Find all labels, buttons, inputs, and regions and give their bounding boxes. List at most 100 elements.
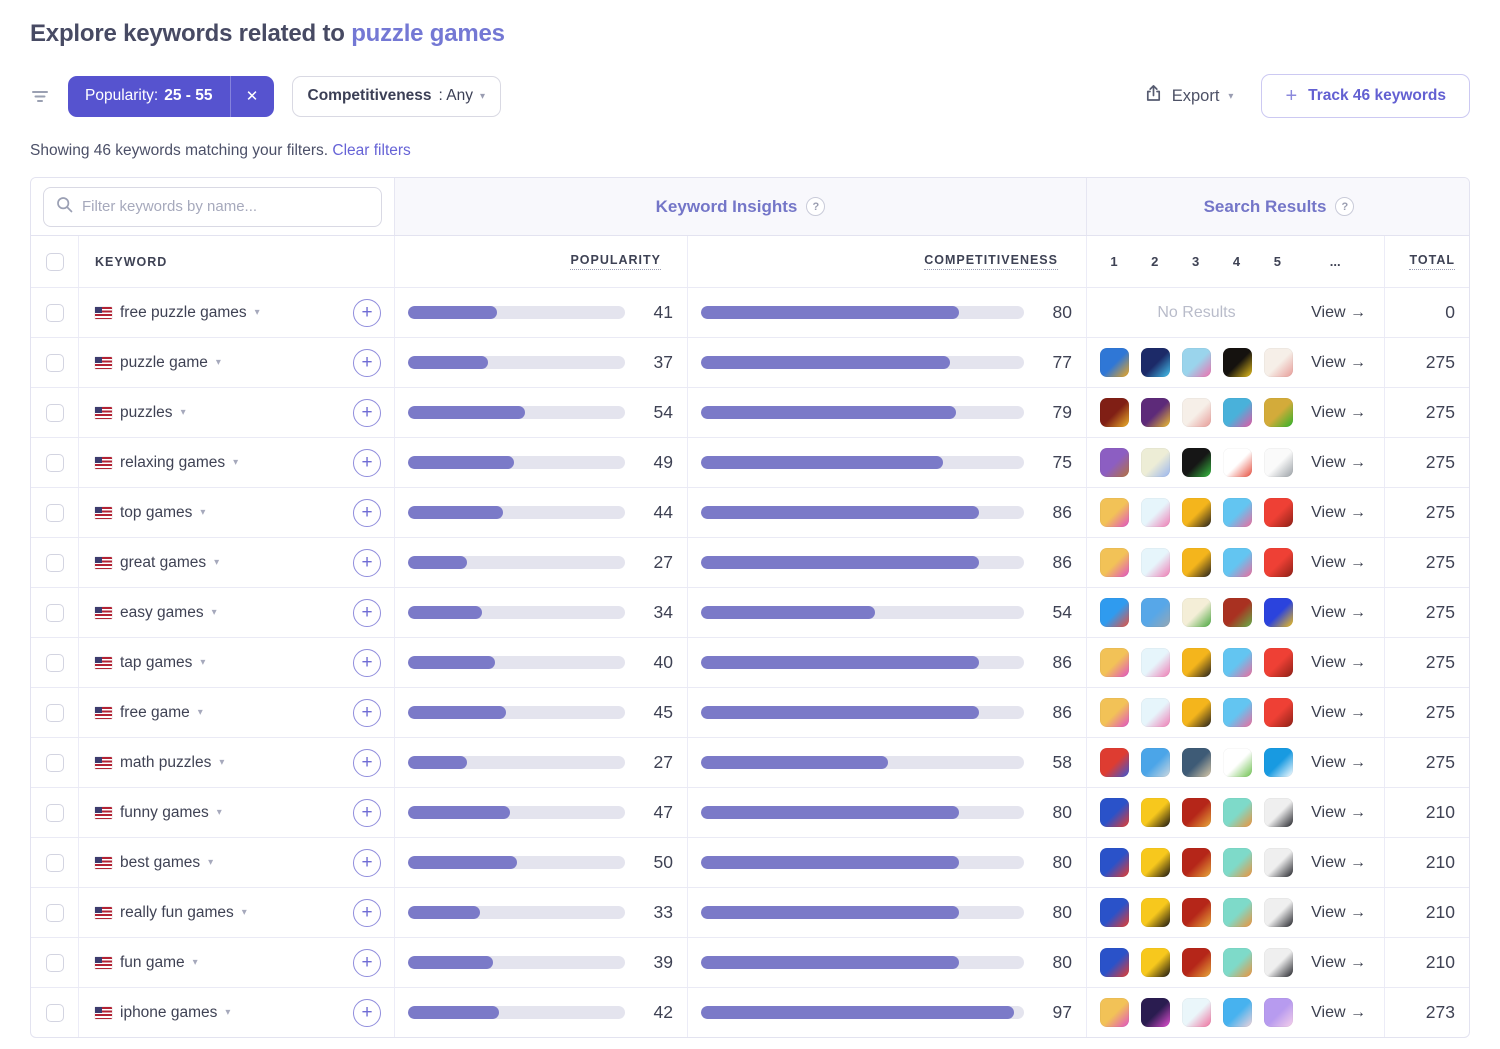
cooking-icon[interactable] xyxy=(1223,848,1252,877)
chevron-down-icon[interactable]: ▾ xyxy=(208,857,214,868)
chevron-down-icon[interactable]: ▾ xyxy=(200,507,206,518)
view-results-link[interactable]: View → xyxy=(1311,403,1366,421)
cooking-icon[interactable] xyxy=(1223,898,1252,927)
color-roll-icon[interactable] xyxy=(1100,698,1129,727)
view-results-link[interactable]: View → xyxy=(1311,353,1366,371)
pokeball-icon[interactable] xyxy=(1100,848,1129,877)
clash-king-icon[interactable] xyxy=(1182,948,1211,977)
block-puzzle-icon[interactable] xyxy=(1141,348,1170,377)
keyword-label[interactable]: easy games xyxy=(120,603,204,621)
view-results-link[interactable]: View → xyxy=(1311,853,1366,871)
asphalt-car-icon[interactable] xyxy=(1264,898,1293,927)
row-checkbox[interactable] xyxy=(45,553,64,572)
brawl-skull-icon[interactable] xyxy=(1141,848,1170,877)
row-checkbox[interactable] xyxy=(45,803,64,822)
column-keyword[interactable]: KEYWORD xyxy=(95,254,168,269)
row-checkbox[interactable] xyxy=(45,953,64,972)
bike-race-icon[interactable] xyxy=(1223,498,1252,527)
row-checkbox[interactable] xyxy=(45,703,64,722)
jigsaw-blue-gold-icon[interactable] xyxy=(1100,348,1129,377)
keyword-label[interactable]: really fun games xyxy=(120,903,234,921)
keyword-label[interactable]: fun game xyxy=(120,953,185,971)
brain-dots-icon[interactable] xyxy=(1141,498,1170,527)
row-checkbox[interactable] xyxy=(45,653,64,672)
run-race-icon[interactable] xyxy=(1182,648,1211,677)
flow-lines-icon[interactable] xyxy=(1223,348,1252,377)
cooking-icon[interactable] xyxy=(1223,798,1252,827)
brain-dots-icon[interactable] xyxy=(1141,648,1170,677)
cupcake-icon[interactable] xyxy=(1264,598,1293,627)
hex-brain-icon[interactable] xyxy=(1264,748,1293,777)
clash-king-icon[interactable] xyxy=(1182,798,1211,827)
keyword-label[interactable]: free puzzle games xyxy=(120,303,247,321)
chevron-down-icon[interactable]: ▾ xyxy=(219,757,225,768)
add-keyword-button[interactable]: + xyxy=(353,298,381,327)
keyword-label[interactable]: top games xyxy=(120,503,193,521)
chevron-down-icon[interactable]: ▾ xyxy=(211,607,217,618)
add-keyword-button[interactable]: + xyxy=(353,848,381,877)
tap-hand-icon[interactable] xyxy=(1264,448,1293,477)
chevron-down-icon[interactable]: ▾ xyxy=(233,457,239,468)
pokeball-icon[interactable] xyxy=(1100,798,1129,827)
column-competitiveness[interactable]: COMPETITIVENESS xyxy=(924,253,1058,270)
add-keyword-button[interactable]: + xyxy=(353,898,381,927)
chevron-down-icon[interactable]: ▾ xyxy=(192,957,198,968)
view-results-link[interactable]: View → xyxy=(1311,1003,1366,1021)
burger-icon[interactable] xyxy=(1264,698,1293,727)
add-keyword-button[interactable]: + xyxy=(353,398,381,427)
jigsaw-purple-icon[interactable] xyxy=(1141,398,1170,427)
run-race-icon[interactable] xyxy=(1182,548,1211,577)
bike-jump-icon[interactable] xyxy=(1223,998,1252,1027)
asphalt-car-icon[interactable] xyxy=(1264,848,1293,877)
stress-man-icon[interactable] xyxy=(1100,598,1129,627)
keyword-label[interactable]: iphone games xyxy=(120,1003,218,1021)
burger-icon[interactable] xyxy=(1264,548,1293,577)
add-keyword-button[interactable]: + xyxy=(353,798,381,827)
competitiveness-filter-dropdown[interactable]: Competitiveness: Any ▾ xyxy=(291,75,502,117)
jigsaw-green-icon[interactable] xyxy=(1264,398,1293,427)
add-keyword-button[interactable]: + xyxy=(353,598,381,627)
veggie-slice-icon[interactable] xyxy=(1182,598,1211,627)
clear-filters-link[interactable]: Clear filters xyxy=(332,142,411,159)
keyword-filter-input[interactable] xyxy=(82,198,369,215)
view-results-link[interactable]: View → xyxy=(1311,553,1366,571)
koala-quiz-icon[interactable] xyxy=(1141,748,1170,777)
brain-test-icon[interactable] xyxy=(1182,398,1211,427)
clash-king-icon[interactable] xyxy=(1182,848,1211,877)
keyword-label[interactable]: best games xyxy=(120,853,201,871)
filter-lines-icon[interactable] xyxy=(30,88,50,104)
asphalt-car-icon[interactable] xyxy=(1264,948,1293,977)
pokeball-icon[interactable] xyxy=(1100,948,1129,977)
keyword-label[interactable]: puzzle game xyxy=(120,353,208,371)
add-keyword-button[interactable]: + xyxy=(353,648,381,677)
chevron-down-icon[interactable]: ▾ xyxy=(197,707,203,718)
add-keyword-button[interactable]: + xyxy=(353,498,381,527)
view-results-link[interactable]: View → xyxy=(1311,903,1366,921)
brain-test-icon[interactable] xyxy=(1264,348,1293,377)
keyword-label[interactable]: funny games xyxy=(120,803,209,821)
brawl-skull-icon[interactable] xyxy=(1141,948,1170,977)
add-keyword-button[interactable]: + xyxy=(353,748,381,777)
column-total[interactable]: TOTAL xyxy=(1409,253,1455,270)
color-wheel-icon[interactable] xyxy=(1182,448,1211,477)
add-keyword-button[interactable]: + xyxy=(353,548,381,577)
angel-icon[interactable] xyxy=(1264,998,1293,1027)
row-checkbox[interactable] xyxy=(45,403,64,422)
run-race-icon[interactable] xyxy=(1182,698,1211,727)
row-checkbox[interactable] xyxy=(45,853,64,872)
chevron-down-icon[interactable]: ▾ xyxy=(180,407,186,418)
chevron-down-icon[interactable]: ▾ xyxy=(216,807,222,818)
talking-tom-icon[interactable] xyxy=(1141,598,1170,627)
run-race-icon[interactable] xyxy=(1182,498,1211,527)
row-checkbox[interactable] xyxy=(45,353,64,372)
brawl-skull-icon[interactable] xyxy=(1141,898,1170,927)
row-checkbox[interactable] xyxy=(45,603,64,622)
view-results-link[interactable]: View → xyxy=(1311,303,1366,321)
cooking-icon[interactable] xyxy=(1223,948,1252,977)
add-keyword-button[interactable]: + xyxy=(353,348,381,377)
help-icon[interactable]: ? xyxy=(806,197,826,216)
color-roll-icon[interactable] xyxy=(1100,498,1129,527)
brain-halves-icon[interactable] xyxy=(1100,748,1129,777)
select-all-checkbox[interactable] xyxy=(45,252,64,271)
add-keyword-button[interactable]: + xyxy=(353,998,381,1027)
